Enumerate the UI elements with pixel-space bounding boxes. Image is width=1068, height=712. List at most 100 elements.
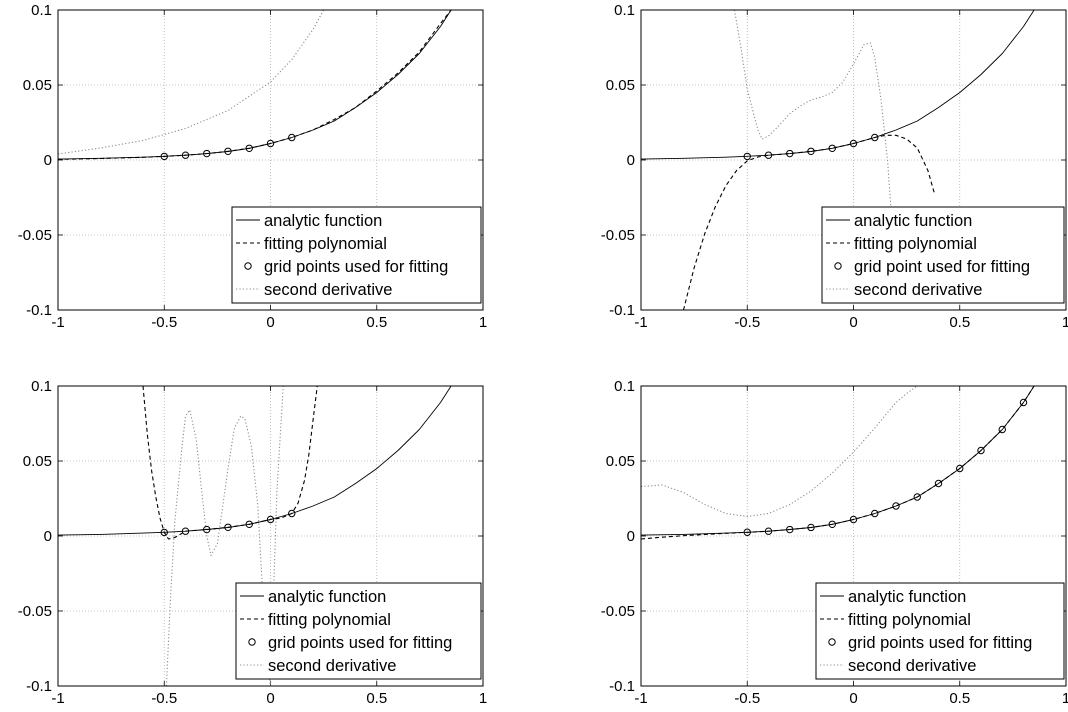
legend-box: [231, 206, 482, 304]
legend-label: second derivative: [268, 657, 396, 675]
legend-marker: [828, 638, 836, 646]
series-group: [641, 10, 1035, 310]
chart-panel-4: -1 -0.5 0 0.5 1 0.1 0.05 0 -0.05 -0.1 analytic fun…: [601, 378, 1068, 707]
chart-panel-2: -1 -0.5 0 0.5 1 0.1 0.05 0 -0.05 -0.1 analytic fun…: [601, 2, 1068, 331]
y-tick-label: 0: [627, 152, 635, 169]
legend-label: fitting polynomial: [264, 235, 387, 253]
grid-point-marker: [764, 527, 773, 535]
grid-point-marker: [288, 509, 296, 518]
x-tick-label: 0: [266, 314, 274, 331]
y-tick-label: 0.05: [23, 77, 52, 94]
legend-label: second derivative: [264, 281, 392, 299]
y-tick-label: 0.1: [614, 2, 635, 19]
legend-box: [821, 206, 1065, 304]
series-group: [641, 386, 1035, 540]
legend-label: analytic function: [854, 212, 972, 230]
x-tick-label: -0.5: [151, 690, 177, 707]
y-tick-label: 0.05: [606, 453, 635, 470]
grid-point-marker: [743, 152, 751, 161]
y-tick-label: 0: [627, 528, 635, 545]
legend-label: grid point used for fitting: [854, 258, 1030, 276]
series-group: [58, 10, 452, 161]
chart-panel-3: -1 -0.5 0 0.5 1 0.1 0.05 0 -0.05 -0.1 analytic fun…: [18, 378, 487, 707]
grid-point-marker: [224, 523, 232, 531]
y-tick-label: -0.1: [26, 302, 52, 319]
grid-point-marker: [743, 528, 751, 536]
x-tick-label: 1: [1062, 314, 1068, 331]
grid-point-marker: [828, 520, 836, 528]
legend: analytic function fitting polynomial grid …: [235, 582, 482, 680]
grid-point-marker: [956, 464, 964, 473]
grid-point-marker: [849, 139, 858, 148]
legend-marker: [248, 638, 256, 646]
x-tick-label: -0.5: [151, 314, 177, 331]
axes-box: [57, 385, 484, 687]
x-tick-label: 1: [479, 314, 487, 331]
axes-box: [57, 9, 484, 311]
grid-point-marker: [1019, 398, 1028, 407]
legend-label: fitting polynomial: [854, 235, 977, 253]
grid-point-marker: [266, 139, 275, 148]
y-tick-label: 0.1: [31, 378, 52, 395]
y-tick-label: 0.05: [606, 77, 635, 94]
legend-box: [815, 582, 1065, 680]
y-tick-label: -0.1: [26, 678, 52, 695]
grid-point-marker: [934, 479, 943, 488]
grid-point-marker: [892, 502, 900, 510]
y-tick-label: 0: [44, 152, 52, 169]
legend-box: [235, 582, 482, 680]
legend-label: fitting polynomial: [848, 611, 971, 629]
grid-point-marker: [786, 525, 794, 534]
grid-point-marker: [849, 515, 858, 524]
grid-point-marker: [224, 147, 232, 156]
grid-point-marker: [288, 133, 296, 142]
legend: analytic function fitting polynomial grid …: [821, 206, 1065, 304]
fitting-polynomial-line: [142, 386, 318, 540]
grid-point-marker: [786, 149, 794, 158]
legend-label: analytic function: [268, 588, 386, 606]
grid-point-marker: [871, 133, 879, 142]
y-tick-label: -0.05: [18, 227, 52, 244]
second-derivative-line: [641, 386, 918, 518]
x-tick-label: 0.5: [366, 314, 387, 331]
grid-point-marker: [871, 509, 879, 518]
grid-point-marker: [181, 527, 190, 535]
legend-marker: [834, 262, 842, 270]
legend-label: grid points used for fitting: [848, 634, 1032, 652]
chart-panel-1: -1 -0.5 0 0.5 1 0.1 0.05 0 -0.05 -0.1 analytic fun…: [18, 2, 487, 331]
y-tick-label: 0.1: [614, 378, 635, 395]
x-tick-label: -1: [51, 314, 64, 331]
fitting-polynomial-line: [58, 10, 452, 160]
grid-point-marker: [807, 523, 815, 532]
grid-point-marker: [203, 525, 211, 534]
x-tick-label: 1: [479, 690, 487, 707]
y-tick-label: -0.05: [601, 603, 635, 620]
legend-label: grid points used for fitting: [264, 258, 448, 276]
grid-point-marker: [245, 144, 253, 153]
y-tick-label: -0.05: [601, 227, 635, 244]
grid-point-marker: [828, 144, 836, 153]
grid-point-marker: [764, 151, 773, 159]
x-tick-label: -1: [634, 314, 647, 331]
y-tick-label: 0.05: [23, 453, 52, 470]
second-derivative-line: [733, 10, 893, 221]
x-tick-label: 0.5: [366, 690, 387, 707]
second-derivative-line: [58, 10, 325, 155]
grid-point-marker: [807, 147, 815, 156]
x-tick-label: -1: [51, 690, 64, 707]
legend-label: analytic function: [848, 588, 966, 606]
x-tick-label: 0: [849, 690, 857, 707]
x-tick-label: 1: [1062, 690, 1068, 707]
x-tick-label: 0: [266, 690, 274, 707]
legend-label: analytic function: [264, 212, 382, 230]
y-tick-label: -0.1: [609, 678, 635, 695]
legend-label: grid points used for fitting: [268, 634, 452, 652]
x-tick-label: -0.5: [734, 314, 760, 331]
fitting-polynomial-line: [682, 134, 935, 310]
grid-point-marker: [160, 528, 168, 537]
legend-marker: [244, 262, 252, 270]
grid-point-marker: [998, 425, 1006, 434]
axes-box: [640, 9, 1067, 311]
grid-point-marker: [160, 152, 168, 161]
legend: analytic function fitting polynomial grid …: [815, 582, 1065, 680]
